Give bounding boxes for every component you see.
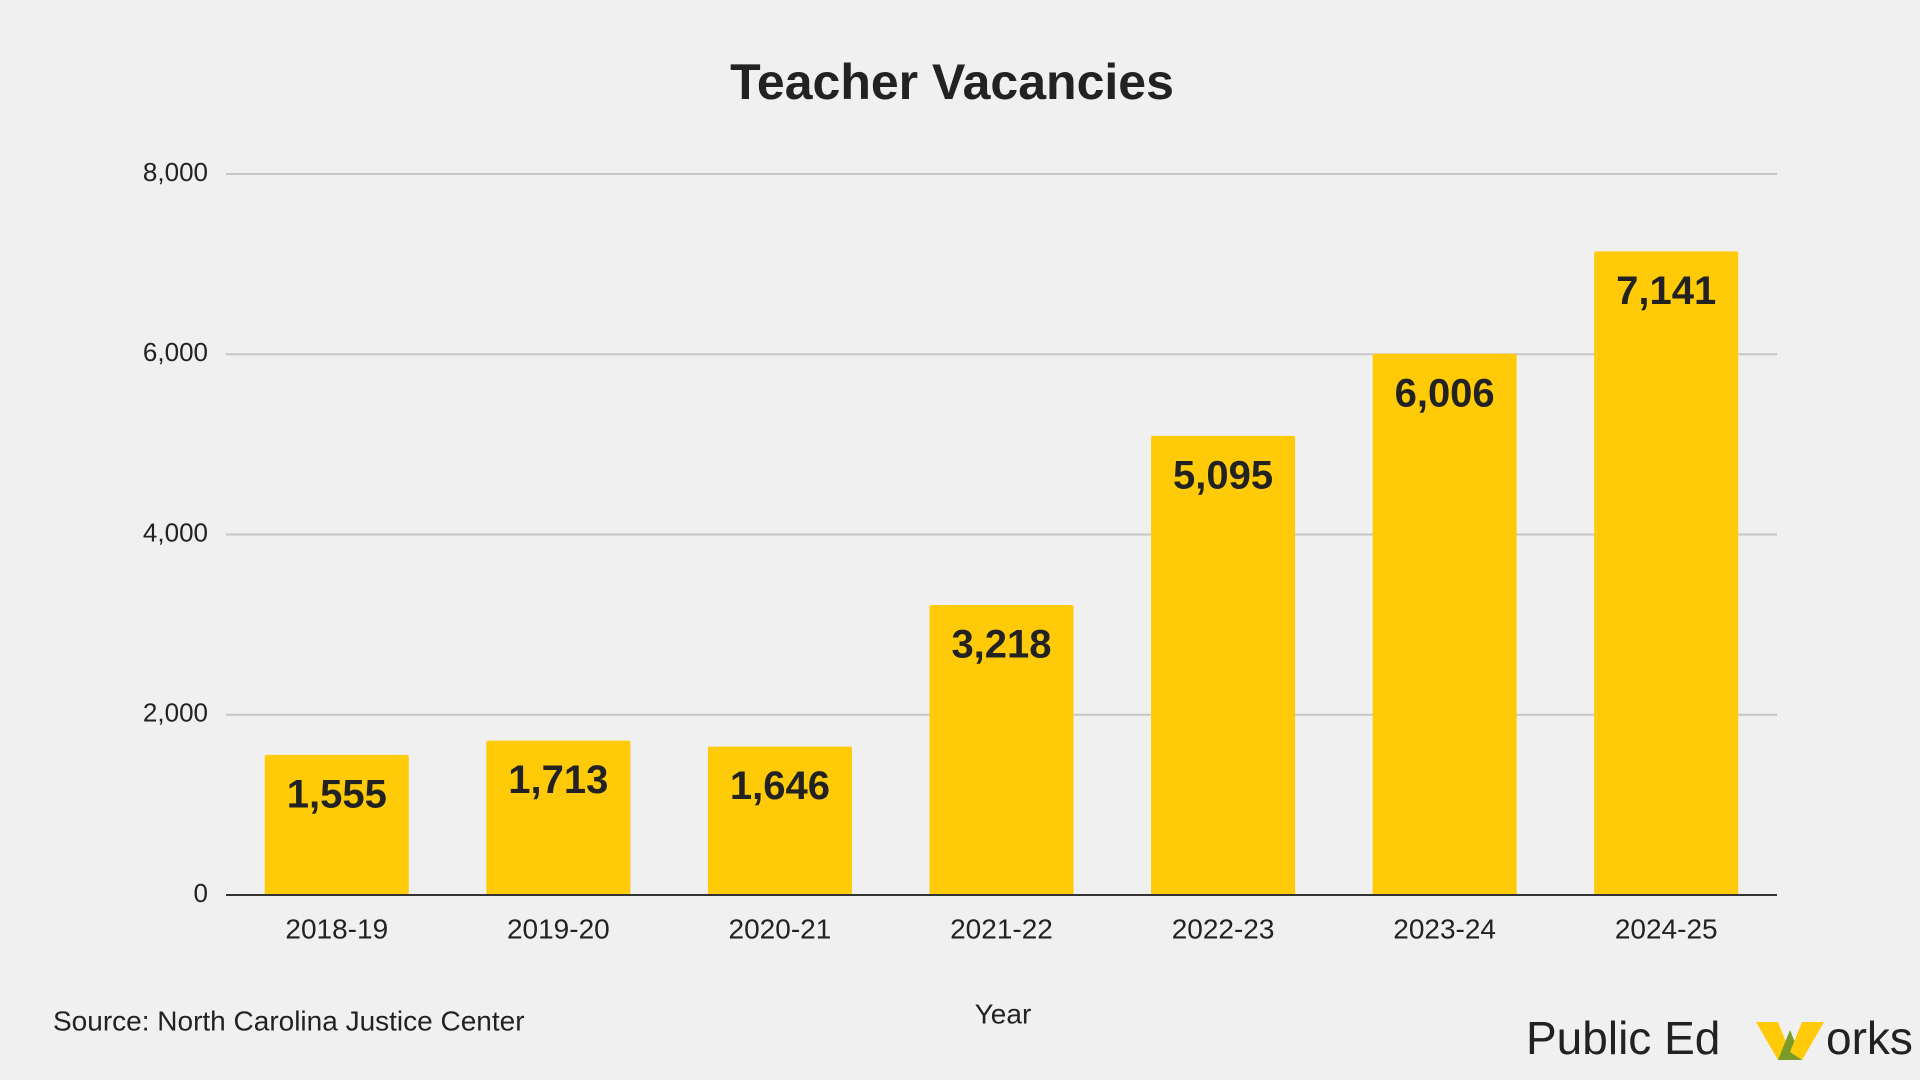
- logo: Public Ed orks: [1526, 1012, 1913, 1064]
- y-tick-label: 4,000: [143, 517, 208, 547]
- data-label: 6,006: [1395, 371, 1495, 415]
- data-label: 1,555: [287, 772, 387, 816]
- data-label: 5,095: [1173, 453, 1273, 497]
- bar: [1151, 435, 1296, 895]
- logo-text: orks: [1826, 1012, 1913, 1064]
- y-tick-label: 8,000: [143, 157, 208, 187]
- y-tick-label: 0: [194, 878, 208, 908]
- logo-icon: [1756, 1022, 1790, 1060]
- data-label: 3,218: [951, 623, 1051, 667]
- bar: [486, 740, 631, 895]
- y-tick-label: 6,000: [143, 337, 208, 367]
- bar: [1372, 353, 1517, 896]
- data-label: 7,141: [1616, 269, 1716, 313]
- bar: [264, 754, 409, 895]
- bar: [1594, 251, 1739, 896]
- x-tick-label: 2018-19: [285, 913, 388, 944]
- data-label: 1,713: [508, 758, 608, 802]
- source-note: Source: North Carolina Justice Center: [53, 1005, 525, 1036]
- x-tick-label: 2023-24: [1393, 913, 1496, 944]
- logo-icon: [1790, 1022, 1824, 1060]
- x-tick-label: 2019-20: [507, 913, 610, 944]
- data-label: 1,646: [730, 764, 830, 808]
- y-tick-label: 2,000: [143, 698, 208, 728]
- logo-text: Public Ed: [1526, 1012, 1720, 1064]
- chart-title: Teacher Vacancies: [730, 54, 1174, 110]
- x-tick-label: 2024-25: [1615, 913, 1718, 944]
- bar: [929, 604, 1074, 895]
- bar: [707, 746, 852, 895]
- x-tick-label: 2020-21: [729, 913, 832, 944]
- x-axis-label: Year: [975, 998, 1032, 1029]
- x-tick-label: 2021-22: [950, 913, 1053, 944]
- x-tick-label: 2022-23: [1172, 913, 1275, 944]
